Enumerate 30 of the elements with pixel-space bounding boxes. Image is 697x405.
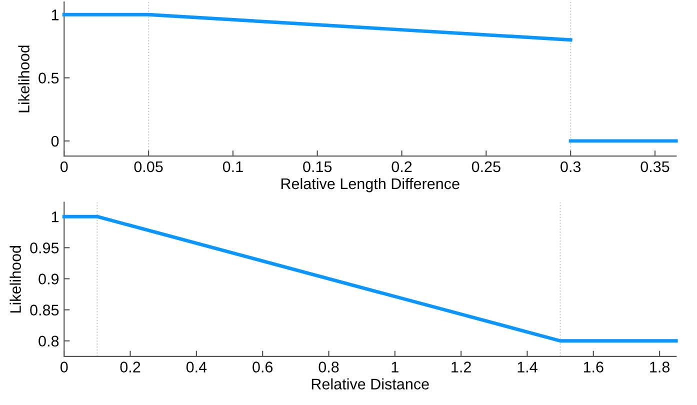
y-tick-label: 1	[52, 10, 59, 20]
y-tick-label: 0	[51, 136, 59, 147]
y-tick-label: 0.8	[38, 336, 59, 347]
y-tick-label: 0.9	[38, 274, 59, 284]
y-axis-title: Likelihood	[18, 46, 30, 112]
x-tick-label: 1.2	[452, 362, 471, 372]
x-tick-label: 0.6	[252, 362, 273, 372]
y-tick-label: 0.95	[30, 242, 59, 254]
x-tick-label: 1	[392, 362, 398, 372]
x-tick-label: 0.4	[186, 362, 207, 372]
y-axis-title: Likelihood	[10, 246, 21, 313]
x-tick-label: 0.35	[640, 161, 670, 172]
x-tick-label: 1.6	[584, 362, 604, 372]
x-tick-label: 1.8	[650, 362, 670, 372]
x-tick-label: 0.1	[222, 161, 243, 172]
x-tick-label: 0.2	[392, 161, 412, 172]
x-axis-title: Relative Length Difference	[281, 178, 460, 192]
x-tick-label: 0.8	[318, 362, 339, 372]
x-tick-label: 0.3	[560, 161, 581, 172]
x-tick-label: 0.25	[472, 161, 500, 172]
y-tick-label: 1	[52, 212, 59, 222]
x-tick-label: 0.05	[134, 161, 163, 172]
y-tick-label: 0.5	[38, 72, 59, 84]
y-tick-label: 0.85	[30, 304, 59, 316]
x-tick-label: 1.4	[518, 362, 538, 372]
x-tick-label: 0	[60, 362, 68, 372]
x-axis-title: Relative Distance	[312, 378, 429, 390]
x-tick-label: 0.15	[303, 161, 332, 172]
x-tick-label: 0.2	[120, 362, 140, 372]
x-tick-label: 0	[60, 161, 68, 172]
